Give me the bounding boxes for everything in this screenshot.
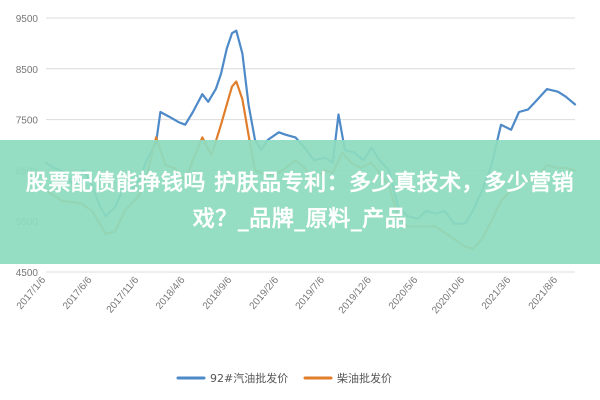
x-tick-label-2019-2-6: 2019/2/6 bbox=[248, 275, 282, 312]
overlay-title: 股票配债能挣钱吗 护肤品专利：多少真技术，多少营销戏？_品牌_原料_产品 bbox=[25, 171, 575, 232]
x-tick-label-2019-12-6: 2019/12/6 bbox=[337, 275, 374, 316]
x-tick-label-2018-4-6: 2018/4/6 bbox=[154, 275, 188, 312]
x-tick-label-2020-10-6: 2020/10/6 bbox=[430, 275, 467, 316]
y-tick-label-4500: 4500 bbox=[16, 268, 39, 279]
overlay-banner: 股票配债能挣钱吗 护肤品专利：多少真技术，多少营销戏？_品牌_原料_产品 bbox=[0, 140, 600, 264]
x-tick-label-2017-6-6: 2017/6/6 bbox=[61, 275, 95, 312]
x-tick-label-2020-5-6: 2020/5/6 bbox=[387, 275, 421, 312]
x-tick-label-2021-8-6: 2021/8/6 bbox=[527, 275, 561, 312]
legend-label-0: 92#汽油批发价 bbox=[210, 371, 288, 385]
x-tick-label-2017-1-6: 2017/1/6 bbox=[15, 275, 49, 312]
x-tick-label-2021-3-6: 2021/3/6 bbox=[480, 275, 514, 312]
x-tick-label-2019-7-6: 2019/7/6 bbox=[294, 275, 328, 312]
x-axis-ticks: 2017/1/6 2017/6/6 2017/11/6 2018/4/6 2018/9/… bbox=[15, 275, 561, 316]
y-tick-label-8500: 8500 bbox=[16, 65, 39, 76]
x-tick-label-2017-11-6: 2017/11/6 bbox=[105, 275, 142, 316]
legend: 92#汽油批发价 柴油批发价 bbox=[176, 371, 392, 385]
y-tick-label-7500: 7500 bbox=[16, 116, 39, 127]
legend-label-1: 柴油批发价 bbox=[337, 371, 392, 385]
y-tick-label-9500: 9500 bbox=[16, 14, 39, 25]
x-tick-label-2018-9-6: 2018/9/6 bbox=[201, 275, 235, 312]
